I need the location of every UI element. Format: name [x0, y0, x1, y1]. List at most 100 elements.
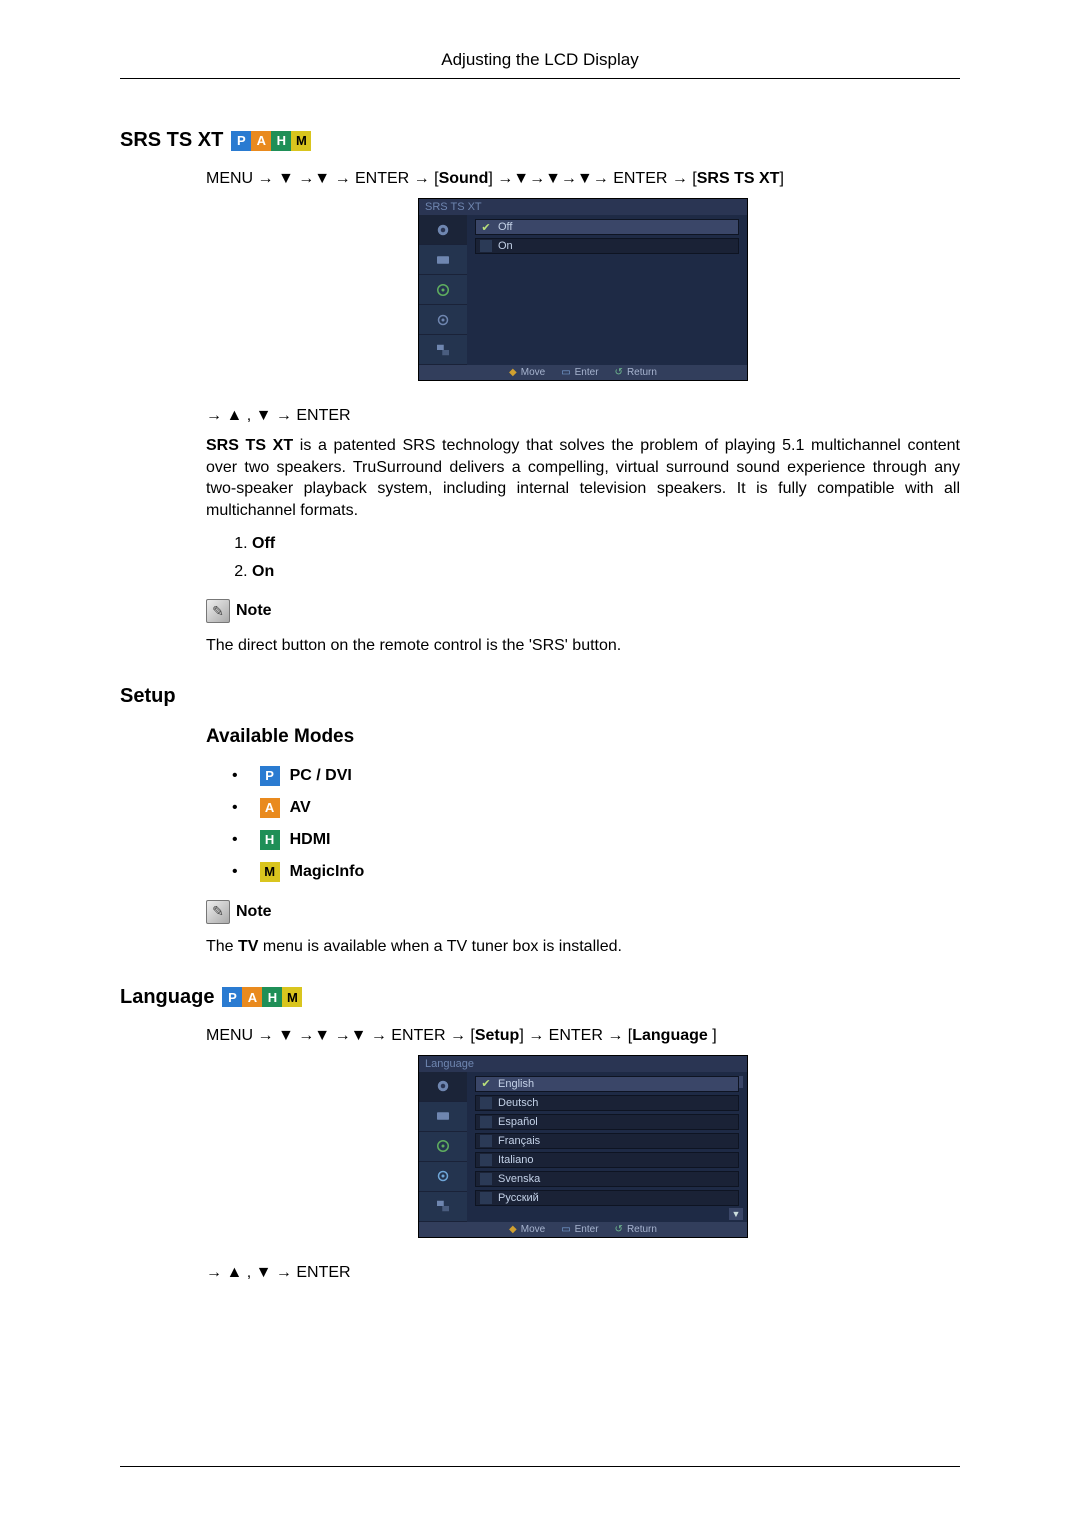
osd-footer: ◆Move ▭Enter ↺Return	[419, 365, 747, 380]
osd-hint-return: ↺Return	[615, 367, 657, 378]
osd-hint-move: ◆Move	[509, 1224, 545, 1235]
osd-title: SRS TS XT	[419, 199, 747, 215]
return-icon: ↺	[615, 367, 623, 378]
nav-setup: Setup	[475, 1027, 519, 1044]
setup-title-text: Setup	[120, 685, 176, 708]
nav-srs: SRS TS XT	[697, 170, 780, 187]
osd-option-francais[interactable]: Français	[475, 1133, 739, 1149]
badge-a-icon: A	[251, 131, 271, 151]
osd-option-espanol[interactable]: Español	[475, 1114, 739, 1130]
nocheck-icon	[480, 1135, 492, 1147]
mode-label: HDMI	[290, 831, 331, 849]
osd-hint-enter: ▭Enter	[561, 367, 598, 378]
page-header-bar: Adjusting the LCD Display	[120, 50, 960, 79]
osd-tab-input-icon[interactable]	[419, 245, 467, 275]
srs-nav-path: MENU → ▼ →▼ → ENTER → [Sound] →▼→▼→▼→ EN…	[206, 170, 960, 188]
osd-sidebar	[419, 1072, 467, 1222]
mode-label: AV	[290, 799, 311, 817]
opt-label: English	[498, 1078, 534, 1090]
badge-m-icon: M	[260, 862, 280, 882]
badge-m-icon: M	[282, 987, 302, 1007]
nocheck-icon	[480, 1116, 492, 1128]
language-post-nav: → ▲ , ▼ → ENTER	[206, 1264, 960, 1282]
osd-spacer	[475, 257, 739, 347]
badge-p-icon: P	[231, 131, 251, 151]
mode-label: PC / DVI	[290, 767, 352, 785]
osd-option-list: ▲ ✔English Deutsch Español Français Ital…	[467, 1072, 747, 1222]
nav-text: ] →▼→▼→▼→ ENTER → [	[488, 170, 696, 187]
list-on: On	[252, 563, 274, 580]
osd-option-on[interactable]: On	[475, 238, 739, 254]
note-tv: TV	[238, 938, 258, 955]
language-section-title: Language P A H M	[120, 986, 960, 1009]
note-icon: ✎	[206, 900, 230, 924]
osd-option-svenska[interactable]: Svenska	[475, 1171, 739, 1187]
badge-p-icon: P	[222, 987, 242, 1007]
osd-footer: ◆Move ▭ Enter ↺ Return	[419, 1222, 747, 1237]
opt-label: Français	[498, 1135, 540, 1147]
osd-option-deutsch[interactable]: Deutsch	[475, 1095, 739, 1111]
osd-option-russian[interactable]: Русский	[475, 1190, 739, 1206]
nav-text: ]	[712, 1027, 716, 1044]
osd-tab-sound-icon[interactable]	[419, 275, 467, 305]
return-icon: ↺	[615, 1224, 623, 1235]
note-label: Note	[236, 903, 272, 921]
scroll-down-icon[interactable]: ▼	[729, 1208, 743, 1220]
osd-option-italiano[interactable]: Italiano	[475, 1152, 739, 1168]
osd-tab-input-icon[interactable]	[419, 1102, 467, 1132]
available-modes-list: PPC / DVI AAV HHDMI MMagicInfo	[232, 766, 960, 882]
osd-option-off[interactable]: ✔Off	[475, 219, 739, 235]
opt-label: Italiano	[498, 1154, 533, 1166]
srs-title-text: SRS TS XT	[120, 129, 223, 152]
badge-h-icon: H	[260, 830, 280, 850]
mode-item-magicinfo: M MagicInfo	[232, 862, 960, 882]
osd-option-english[interactable]: ✔English	[475, 1076, 739, 1092]
osd-hint-move: ◆Move	[509, 367, 545, 378]
srs-description: SRS TS XT is a patented SRS technology t…	[206, 435, 960, 521]
enter-icon: ▭	[561, 1224, 570, 1235]
nocheck-icon	[480, 1154, 492, 1166]
mode-label: MagicInfo	[290, 863, 365, 881]
opt-label: Español	[498, 1116, 538, 1128]
hint-label: Enter	[575, 1224, 599, 1235]
page-header-title: Adjusting the LCD Display	[120, 50, 960, 70]
hint-label: Enter	[575, 367, 599, 378]
osd-tab-sound-icon[interactable]	[419, 1132, 467, 1162]
page-footer-bar	[120, 1466, 960, 1467]
badge-m-icon: M	[291, 131, 311, 151]
language-osd-panel: Language ▲ ✔English Deutsch Español Fran…	[418, 1055, 748, 1238]
osd-sidebar	[419, 215, 467, 365]
setup-note-row: ✎ Note	[206, 900, 960, 924]
badge-p-icon: P	[260, 766, 280, 786]
srs-note-text: The direct button on the remote control …	[206, 635, 960, 657]
setup-section-title: Setup	[120, 685, 960, 708]
srs-option-list: Off On	[252, 535, 960, 581]
badge-h-icon: H	[262, 987, 282, 1007]
osd-tab-multi-icon[interactable]	[419, 335, 467, 365]
osd-tab-picture-icon[interactable]	[419, 215, 467, 245]
opt-label: Off	[498, 221, 512, 233]
mode-item-pc: P PC / DVI	[232, 766, 960, 786]
osd-tab-multi-icon[interactable]	[419, 1192, 467, 1222]
osd-option-list: ✔Off On	[467, 215, 747, 365]
osd-body: ▲ ✔English Deutsch Español Français Ital…	[419, 1072, 747, 1222]
srs-content: MENU → ▼ →▼ → ENTER → [Sound] →▼→▼→▼→ EN…	[206, 170, 960, 657]
nocheck-icon	[480, 1173, 492, 1185]
opt-label: Svenska	[498, 1173, 540, 1185]
osd-title: Language	[419, 1056, 747, 1072]
setup-note-text: The TV menu is available when a TV tuner…	[206, 936, 960, 958]
nocheck-icon	[480, 1192, 492, 1204]
osd-tab-picture-icon[interactable]	[419, 1072, 467, 1102]
move-icon: ◆	[509, 367, 517, 378]
osd-hint-enter: ▭ Enter	[561, 1224, 598, 1235]
osd-tab-setup-icon[interactable]	[419, 305, 467, 335]
nocheck-icon	[480, 240, 492, 252]
nav-text: ]	[779, 170, 783, 187]
hint-label: Return	[627, 1224, 657, 1235]
page: Adjusting the LCD Display SRS TS XT P A …	[0, 0, 1080, 1527]
osd-tab-setup-icon[interactable]	[419, 1162, 467, 1192]
list-item: On	[252, 563, 960, 581]
srs-section-title: SRS TS XT P A H M	[120, 129, 960, 152]
srs-osd-panel: SRS TS XT ✔Off On ◆Move ▭Enter ↺R	[418, 198, 748, 381]
nocheck-icon	[480, 1097, 492, 1109]
